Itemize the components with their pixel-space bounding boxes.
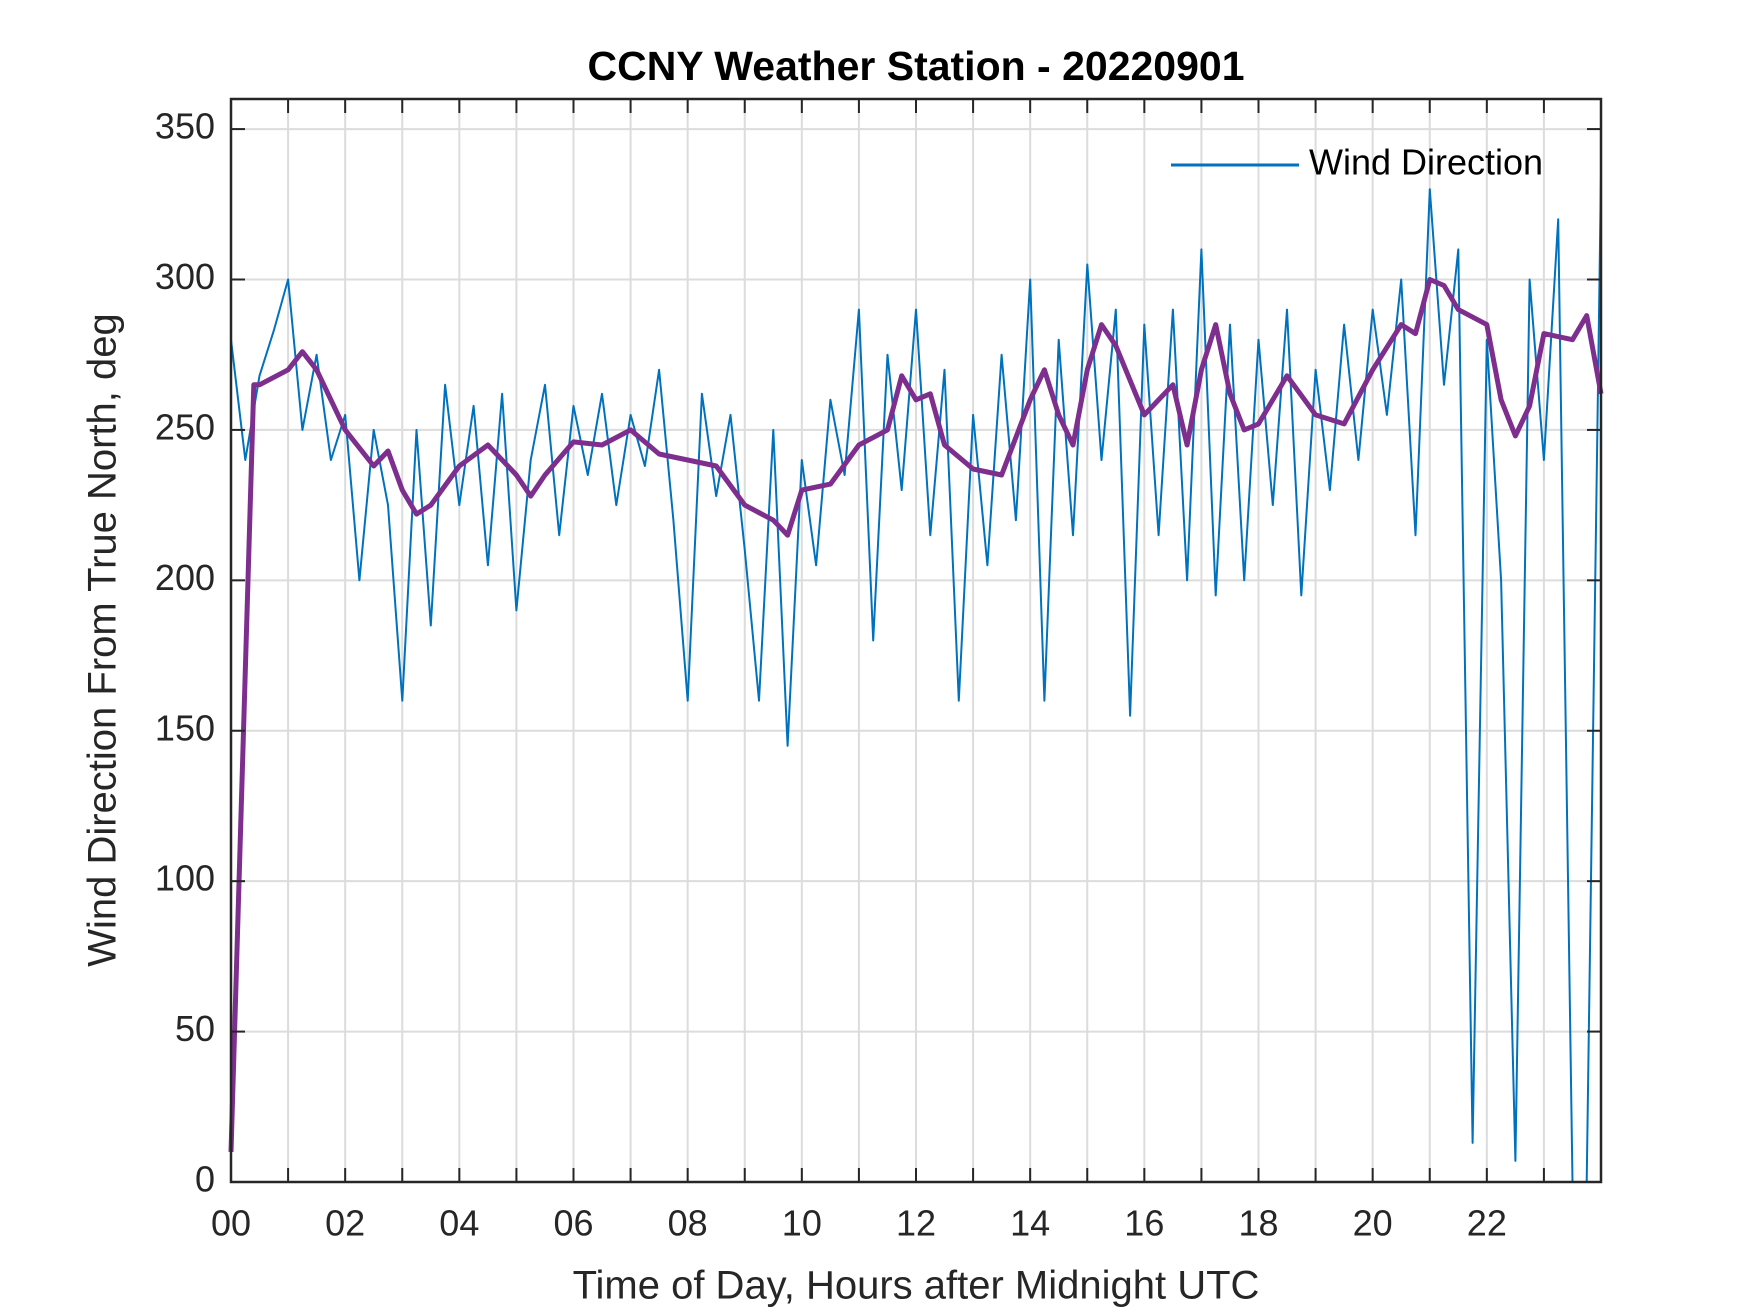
data-line xyxy=(228,277,1604,1152)
y-tick-label: 0 xyxy=(195,1159,215,1200)
x-tick-label: 20 xyxy=(1353,1203,1393,1244)
y-tick-label: 300 xyxy=(155,256,215,297)
x-axis-label: Time of Day, Hours after Midnight UTC xyxy=(573,1264,1260,1308)
y-tick-label: 50 xyxy=(175,1008,215,1049)
y-tick-label: 100 xyxy=(155,858,215,899)
x-tick-label: 04 xyxy=(439,1203,479,1244)
x-tick-label: 12 xyxy=(896,1203,936,1244)
chart-title: CCNY Weather Station - 20220901 xyxy=(587,43,1244,89)
legend-label: Wind Direction xyxy=(1309,142,1543,183)
x-tick-label: 10 xyxy=(782,1203,822,1244)
x-tick-label: 00 xyxy=(211,1203,251,1244)
y-tick-label: 150 xyxy=(155,707,215,748)
x-tick-label: 14 xyxy=(1010,1203,1050,1244)
x-tick-label: 06 xyxy=(553,1203,593,1244)
y-axis-label: Wind Direction From True North, deg xyxy=(81,313,125,967)
x-tick-label: 08 xyxy=(668,1203,708,1244)
x-tick-label: 22 xyxy=(1467,1203,1507,1244)
y-tick-label: 350 xyxy=(155,106,215,147)
y-tick-label: 250 xyxy=(155,406,215,447)
x-tick-label: 16 xyxy=(1124,1203,1164,1244)
x-tick-label: 18 xyxy=(1238,1203,1278,1244)
x-tick-label: 02 xyxy=(325,1203,365,1244)
data-line xyxy=(230,174,1602,1183)
y-tick-label: 200 xyxy=(155,557,215,598)
